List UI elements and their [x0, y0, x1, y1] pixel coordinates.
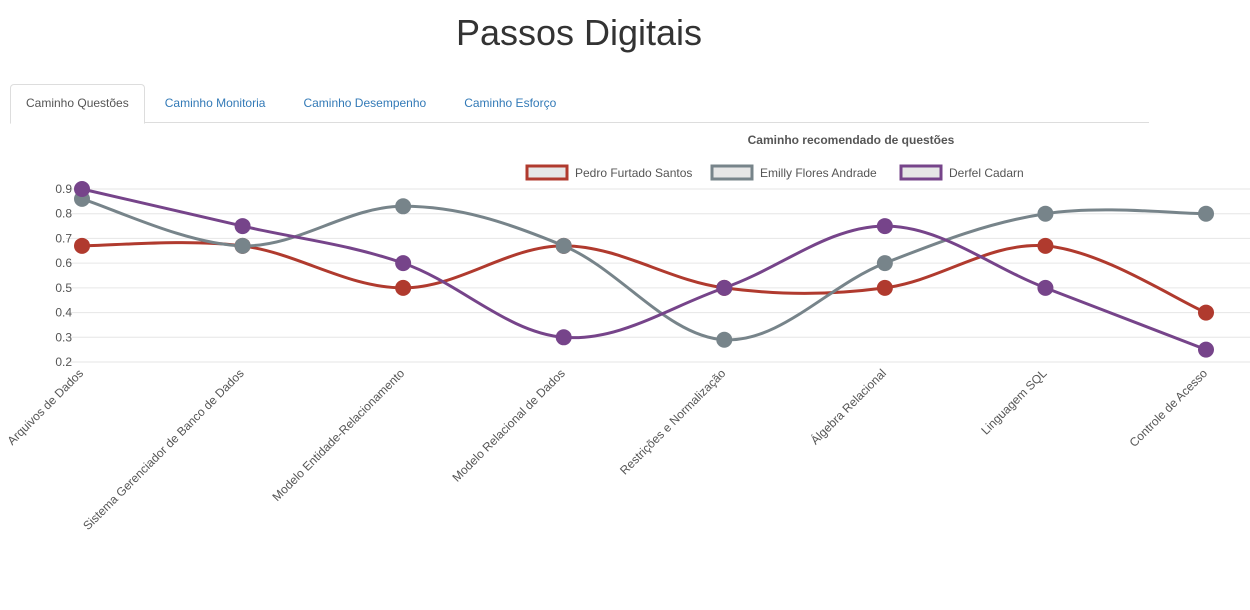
- tab-caminho-desempenho[interactable]: Caminho Desempenho: [303, 96, 427, 110]
- data-point[interactable]: [876, 279, 893, 296]
- x-tick-label: Modelo Relacional de Dados: [449, 366, 567, 484]
- data-point[interactable]: [1198, 304, 1214, 321]
- y-tick-label: 0.3: [55, 330, 72, 344]
- data-point[interactable]: [1198, 341, 1214, 358]
- y-tick-label: 0.7: [55, 231, 72, 245]
- legend-label[interactable]: Derfel Cadarn: [949, 166, 1024, 180]
- x-tick-label: Álgebra Relacional: [807, 366, 889, 448]
- data-point[interactable]: [555, 329, 572, 346]
- tab-caminho-questoes[interactable]: Caminho Questões: [10, 84, 145, 124]
- data-point[interactable]: [74, 237, 90, 254]
- series-line-3: [81, 187, 1207, 352]
- data-point[interactable]: [234, 218, 251, 235]
- series-line-1: [81, 241, 1207, 314]
- tab-caminho-monitoria[interactable]: Caminho Monitoria: [164, 96, 266, 110]
- x-tick-label: Arquivos de Dados: [5, 366, 87, 448]
- y-tick-label: 0.6: [55, 256, 72, 270]
- data-point[interactable]: [1198, 205, 1214, 222]
- data-point[interactable]: [716, 331, 733, 348]
- grid-lines: [66, 188, 1250, 363]
- tab-bar: Caminho Questões Caminho Monitoria Camin…: [10, 84, 1149, 124]
- data-point[interactable]: [1037, 205, 1054, 222]
- data-point[interactable]: [716, 279, 733, 296]
- series-lines: [81, 187, 1207, 352]
- page-title: Passos Digitais: [455, 12, 703, 53]
- legend-swatch[interactable]: [525, 164, 569, 181]
- y-tick-label: 0.2: [55, 355, 72, 369]
- data-point[interactable]: [555, 237, 572, 254]
- series-line-2: [81, 197, 1207, 342]
- data-point[interactable]: [74, 181, 90, 197]
- data-point[interactable]: [1037, 237, 1054, 254]
- legend-label[interactable]: Pedro Furtado Santos: [575, 166, 692, 180]
- x-tick-label: Sistema Gerenciador de Banco de Dados: [80, 366, 247, 533]
- data-point[interactable]: [234, 237, 251, 254]
- y-tick-label: 0.5: [55, 281, 72, 295]
- legend: Pedro Furtado Santos Emilly Flores Andrad…: [525, 164, 1024, 181]
- series-points: [74, 181, 1214, 358]
- legend-label[interactable]: Emilly Flores Andrade: [760, 166, 877, 180]
- x-tick-label: Modelo Entidade-Relacionamento: [270, 366, 408, 504]
- y-tick-label: 0.4: [55, 306, 72, 320]
- x-tick-label: Controle de Acesso: [1127, 366, 1211, 450]
- chart-title: Caminho recomendado de questões: [748, 133, 955, 147]
- data-point[interactable]: [395, 198, 412, 215]
- data-point[interactable]: [876, 255, 893, 272]
- data-point[interactable]: [395, 255, 412, 272]
- legend-swatch[interactable]: [710, 164, 754, 181]
- y-tick-label: 0.9: [55, 182, 72, 196]
- y-tick-label: 0.8: [55, 207, 72, 221]
- tab-caminho-esforco[interactable]: Caminho Esforço: [464, 96, 557, 110]
- legend-swatch[interactable]: [899, 164, 943, 181]
- x-tick-label: Restrições e Normalização: [617, 366, 729, 478]
- y-axis: 0.2 0.3 0.4 0.5 0.6 0.7 0.8 0.9: [55, 182, 72, 369]
- data-point[interactable]: [1037, 279, 1054, 296]
- data-point[interactable]: [395, 279, 412, 296]
- x-tick-label: Linguagem SQL: [978, 366, 1049, 437]
- data-point[interactable]: [876, 218, 893, 235]
